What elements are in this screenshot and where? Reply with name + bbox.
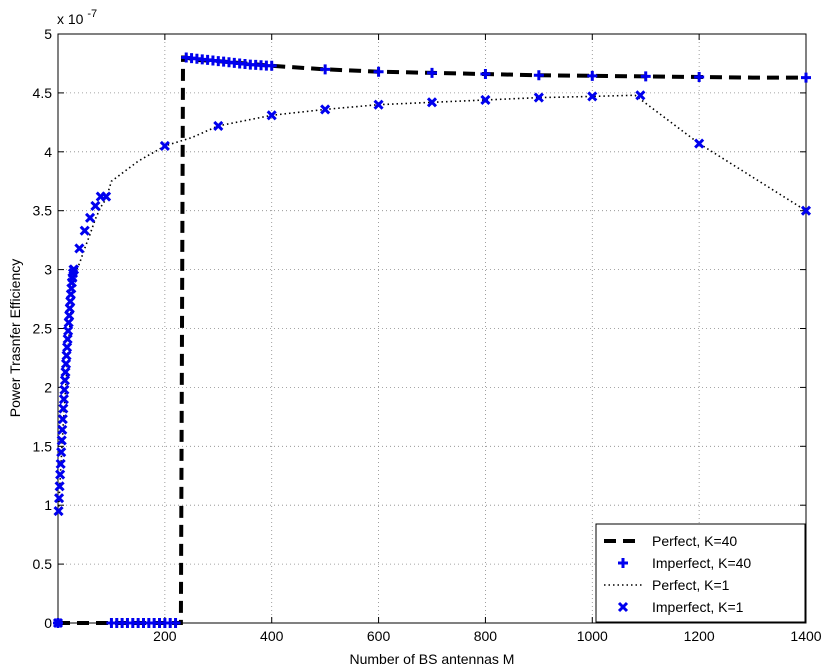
data-point [480,94,491,106]
data-point [57,424,68,435]
data-point [694,138,705,149]
x-tick-label: 1000 [577,628,608,644]
data-point [170,618,181,628]
data-point [640,71,651,82]
data-point [373,99,384,110]
data-point [61,350,72,361]
y-axis-label: Power Trasnfer Efficiency [7,259,23,417]
y-tick-label: 1 [44,497,52,513]
data-point [800,205,812,216]
x-tick-label: 1400 [790,628,821,644]
data-point [56,435,67,446]
data-point [587,91,598,102]
legend: Perfect, K=40 Imperfect, K=40 Perfect, K=1… [595,523,806,623]
data-point [52,617,64,629]
data-point [60,358,72,369]
data-point [79,225,90,236]
series-3 [52,90,812,629]
data-point [533,70,544,81]
data-point [320,104,331,115]
legend-swatch [618,558,628,568]
data-point [213,120,224,131]
data-point [63,325,74,336]
y-tick-label: 4 [44,144,52,160]
data-point [54,493,65,504]
data-point [373,66,384,77]
y-tick-label: 1.5 [33,438,53,454]
x-axis-label: Number of BS antennas M [350,651,515,667]
data-point [266,110,277,121]
data-point [801,72,811,83]
legend-label: Perfect, K=40 [652,533,737,549]
data-point [694,71,705,82]
data-point [90,200,101,212]
data-point [62,342,73,353]
y-tick-label: 4.5 [33,85,53,101]
data-point [480,69,491,80]
data-point [266,60,277,71]
data-point [60,367,71,378]
data-point [320,64,331,75]
data-point [62,334,73,345]
y-tick-label: 2.5 [33,321,53,337]
legend-entry: Perfect, K=1 [604,577,730,593]
y-tick-label: 3 [44,262,52,278]
data-point [54,481,65,492]
legend-entry: Perfect, K=40 [604,533,737,549]
y-tick-label: 2 [44,379,52,395]
y-tick-label: 0 [44,615,52,631]
data-point [59,375,71,386]
data-point [587,70,598,81]
data-point [59,384,70,395]
data-point [427,67,437,78]
series-1 [53,52,811,628]
data-point [101,191,112,202]
legend-label: Perfect, K=1 [652,577,730,593]
x-tick-label: 800 [474,628,498,644]
data-point [426,97,438,108]
series-layer [52,52,812,629]
data-point [68,264,80,275]
data-point [58,394,69,405]
legend-label: Imperfect, K=40 [652,555,751,571]
x-tick-label: 600 [367,628,391,644]
data-point [57,414,68,425]
data-point [533,92,544,103]
data-point [159,140,170,151]
legend-entry: Imperfect, K=40 [618,555,751,571]
data-point [55,469,66,480]
x-tick-label: 200 [153,628,177,644]
data-point [74,243,85,254]
y-tick-label: 5 [44,26,52,42]
y-exponent-power: -7 [87,8,97,20]
legend-entry: Imperfect, K=1 [617,599,744,615]
data-point [58,403,69,414]
y-exponent-label: x 10 -7 [57,8,97,27]
y-exponent-base: x 10 [57,11,84,27]
legend-swatch [617,601,629,613]
data-point [84,212,96,223]
axes: 200 400 600 800 1000 1200 1400 0 0.5 1 1.5 2 2.5 3 3.5… [33,26,822,644]
x-tick-label: 1200 [684,628,715,644]
y-tick-label: 3.5 [33,203,53,219]
data-point [55,458,66,470]
data-point [56,447,67,458]
data-point [635,90,646,101]
data-point [53,506,64,517]
x-tick-label: 400 [260,628,284,644]
y-tick-label: 0.5 [33,556,53,572]
legend-label: Imperfect, K=1 [652,599,744,615]
